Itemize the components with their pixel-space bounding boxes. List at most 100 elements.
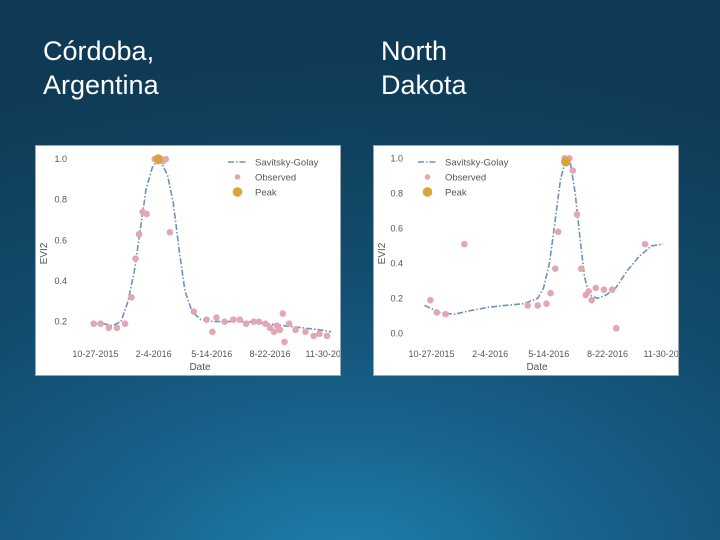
y-axis-label: EVI2 xyxy=(39,242,50,264)
observed-point xyxy=(534,302,541,309)
observed-point xyxy=(442,310,449,318)
observed-point xyxy=(588,296,595,304)
slide-title-cordoba: Córdoba, Argentina xyxy=(43,34,159,102)
observed-point xyxy=(255,318,263,325)
observed-point xyxy=(551,265,559,272)
observed-point xyxy=(209,328,216,336)
observed-point xyxy=(162,155,170,163)
observed-point xyxy=(190,308,198,315)
title-line: Córdoba, xyxy=(43,36,155,66)
observed-point xyxy=(97,320,104,327)
observed-point xyxy=(121,320,129,327)
savitsky-golay-line xyxy=(91,160,332,333)
observed-point xyxy=(166,228,174,236)
x-tick-label: 10-27-2015 xyxy=(72,349,118,359)
legend-swatch-peak xyxy=(422,187,433,197)
observed-point xyxy=(135,230,143,238)
x-tick-label: 2-4-2016 xyxy=(472,349,508,359)
observed-point xyxy=(577,265,585,272)
observed-point xyxy=(113,324,121,332)
slide-title-north-dakota: North Dakota xyxy=(381,34,467,102)
x-tick-label: 11-30-2016 xyxy=(305,349,340,359)
y-tick-label: 1.0 xyxy=(54,154,67,164)
x-tick-label: 8-22-2016 xyxy=(587,349,628,359)
observed-point xyxy=(461,240,468,248)
title-line: Dakota xyxy=(381,70,467,100)
observed-point xyxy=(262,320,269,327)
y-tick-label: 0.2 xyxy=(54,317,67,327)
peak-point xyxy=(153,154,164,164)
peak-point xyxy=(561,156,571,167)
observed-point xyxy=(285,320,293,327)
legend-label: Observed xyxy=(255,173,296,184)
y-tick-label: 1.0 xyxy=(390,153,403,163)
x-axis-label: Date xyxy=(189,362,211,373)
x-axis-label: Date xyxy=(526,362,548,373)
x-tick-label: 10-27-2015 xyxy=(408,349,454,359)
observed-point xyxy=(292,326,299,334)
observed-point xyxy=(612,324,620,332)
observed-point xyxy=(266,324,274,332)
observed-point xyxy=(316,330,323,338)
observed-point xyxy=(281,338,288,346)
observed-point xyxy=(543,300,550,307)
x-tick-label: 8-22-2016 xyxy=(249,349,290,359)
observed-point xyxy=(105,324,113,332)
legend-swatch-observed xyxy=(424,174,431,180)
x-tick-label: 2-4-2016 xyxy=(136,349,172,359)
observed-point xyxy=(90,320,97,327)
observed-point xyxy=(132,255,139,262)
y-tick-label: 0.6 xyxy=(54,235,67,245)
legend-swatch-observed xyxy=(234,174,241,180)
evi2-chart-north-dakota: 0.0 0.2 0.4 0.6 0.8 1.0 10-27-2015 2-4-2016 5-14… xyxy=(377,153,678,373)
observed-point xyxy=(524,302,531,309)
observed-point xyxy=(250,318,257,325)
legend-label: Savitsky-Golay xyxy=(445,158,509,169)
legend-label: Savitsky-Golay xyxy=(255,158,319,169)
observed-point xyxy=(592,284,600,292)
observed-point xyxy=(600,286,608,293)
title-line: Argentina xyxy=(43,70,159,100)
legend-swatch-peak xyxy=(232,187,243,197)
observed-point xyxy=(608,286,616,293)
legend-label: Peak xyxy=(255,188,277,199)
observed-point xyxy=(641,240,649,248)
y-tick-label: 0.4 xyxy=(390,258,403,268)
legend-label: Observed xyxy=(445,173,486,184)
observed-point xyxy=(143,210,150,218)
y-tick-label: 0.0 xyxy=(390,328,403,338)
observed-point xyxy=(279,310,287,317)
x-tick-label: 5-14-2016 xyxy=(528,349,569,359)
legend-label: Peak xyxy=(445,188,467,199)
title-line: North xyxy=(381,36,448,66)
y-tick-label: 0.6 xyxy=(390,223,403,233)
y-tick-label: 0.2 xyxy=(390,293,403,303)
observed-point xyxy=(573,211,581,218)
observed-point xyxy=(547,289,554,297)
chart-panel-cordoba: 0.2 0.4 0.6 0.8 1.0 10-27-2015 2-4-2016 5-14-20… xyxy=(35,145,341,376)
observed-point xyxy=(554,228,562,236)
observed-point xyxy=(276,326,284,334)
observed-point xyxy=(242,320,250,327)
observed-point xyxy=(585,288,593,295)
observed-point xyxy=(213,314,220,321)
observed-point xyxy=(569,167,577,174)
observed-point xyxy=(302,328,309,336)
y-tick-label: 0.8 xyxy=(390,188,403,198)
evi2-chart-cordoba: 0.2 0.4 0.6 0.8 1.0 10-27-2015 2-4-2016 5-14-20… xyxy=(39,154,340,373)
observed-point xyxy=(433,309,441,316)
x-tick-label: 11-30-2016 xyxy=(643,349,678,359)
chart-panel-north-dakota: 0.0 0.2 0.4 0.6 0.8 1.0 10-27-2015 2-4-2016 5-14… xyxy=(373,145,679,376)
observed-point xyxy=(270,328,278,336)
x-tick-label: 5-14-2016 xyxy=(191,349,232,359)
y-axis-label: EVI2 xyxy=(377,242,388,264)
y-tick-label: 0.8 xyxy=(54,195,67,205)
observed-point xyxy=(203,316,210,323)
observed-point xyxy=(236,316,244,323)
observed-point xyxy=(221,318,228,325)
observed-point xyxy=(230,316,237,323)
observed-point xyxy=(310,332,317,340)
observed-point xyxy=(128,293,135,301)
observed-point xyxy=(427,296,434,304)
observed-point xyxy=(323,332,331,340)
